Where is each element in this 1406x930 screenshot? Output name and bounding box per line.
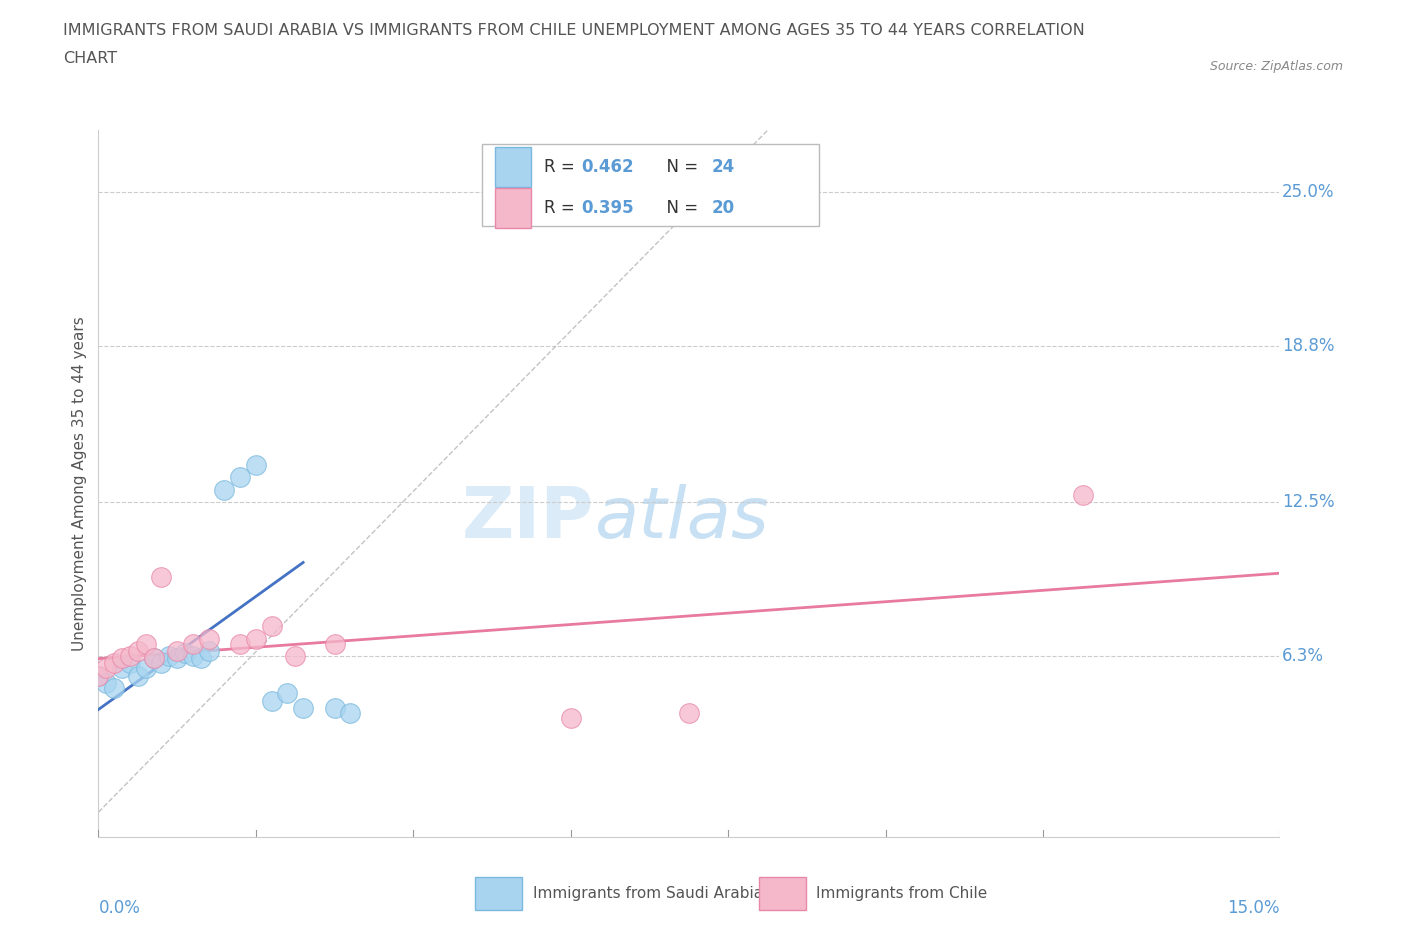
Point xyxy=(284,648,307,663)
FancyBboxPatch shape xyxy=(759,877,806,910)
Point xyxy=(292,700,315,715)
Point xyxy=(339,706,361,721)
Point xyxy=(142,651,165,666)
Text: 6.3%: 6.3% xyxy=(1282,647,1324,665)
Text: Immigrants from Saudi Arabia: Immigrants from Saudi Arabia xyxy=(533,886,763,901)
Text: N =: N = xyxy=(655,158,703,176)
Point xyxy=(229,636,252,651)
Text: 18.8%: 18.8% xyxy=(1282,337,1334,355)
Point xyxy=(103,656,125,671)
Y-axis label: Unemployment Among Ages 35 to 44 years: Unemployment Among Ages 35 to 44 years xyxy=(72,316,87,651)
Point xyxy=(323,700,346,715)
Text: 0.0%: 0.0% xyxy=(98,899,141,917)
Text: ZIP: ZIP xyxy=(463,485,595,553)
Point xyxy=(323,636,346,651)
Point xyxy=(260,618,283,633)
Point xyxy=(87,669,110,684)
Text: 20: 20 xyxy=(711,199,734,217)
Text: Source: ZipAtlas.com: Source: ZipAtlas.com xyxy=(1209,60,1343,73)
Point xyxy=(166,651,188,666)
Point xyxy=(103,681,125,696)
Point xyxy=(142,651,165,666)
Point xyxy=(111,661,134,676)
Point xyxy=(157,648,180,663)
Point xyxy=(1071,487,1094,502)
Point xyxy=(118,648,141,663)
Text: IMMIGRANTS FROM SAUDI ARABIA VS IMMIGRANTS FROM CHILE UNEMPLOYMENT AMONG AGES 35: IMMIGRANTS FROM SAUDI ARABIA VS IMMIGRAN… xyxy=(63,23,1085,38)
Point xyxy=(197,644,219,658)
Point xyxy=(678,706,700,721)
Text: 12.5%: 12.5% xyxy=(1282,493,1334,512)
Point xyxy=(118,656,141,671)
Point xyxy=(214,483,236,498)
Point xyxy=(135,636,157,651)
Point xyxy=(87,669,110,684)
FancyBboxPatch shape xyxy=(475,877,523,910)
Point xyxy=(245,458,267,472)
Point xyxy=(150,569,173,584)
Text: CHART: CHART xyxy=(63,51,117,66)
Point xyxy=(190,651,212,666)
Point xyxy=(245,631,267,646)
Text: atlas: atlas xyxy=(595,485,769,553)
Text: Immigrants from Chile: Immigrants from Chile xyxy=(817,886,988,901)
Text: 0.462: 0.462 xyxy=(582,158,634,176)
Point xyxy=(481,148,503,163)
Point xyxy=(229,470,252,485)
Text: 0.395: 0.395 xyxy=(582,199,634,217)
Text: R =: R = xyxy=(544,158,579,176)
Point xyxy=(96,661,118,676)
Point xyxy=(135,661,157,676)
Point xyxy=(197,631,219,646)
Point xyxy=(127,669,149,684)
FancyBboxPatch shape xyxy=(495,147,530,187)
Point xyxy=(560,711,582,725)
Text: R =: R = xyxy=(544,199,579,217)
Text: 24: 24 xyxy=(711,158,734,176)
Point xyxy=(150,656,173,671)
FancyBboxPatch shape xyxy=(482,144,818,226)
Point xyxy=(166,644,188,658)
Text: 15.0%: 15.0% xyxy=(1227,899,1279,917)
Point xyxy=(111,651,134,666)
Point xyxy=(96,676,118,691)
Point xyxy=(276,685,298,700)
Point xyxy=(181,648,204,663)
Point xyxy=(181,636,204,651)
Point xyxy=(174,646,197,661)
Point xyxy=(260,693,283,708)
FancyBboxPatch shape xyxy=(495,188,530,228)
Text: 25.0%: 25.0% xyxy=(1282,183,1334,201)
Point xyxy=(127,644,149,658)
Text: N =: N = xyxy=(655,199,703,217)
